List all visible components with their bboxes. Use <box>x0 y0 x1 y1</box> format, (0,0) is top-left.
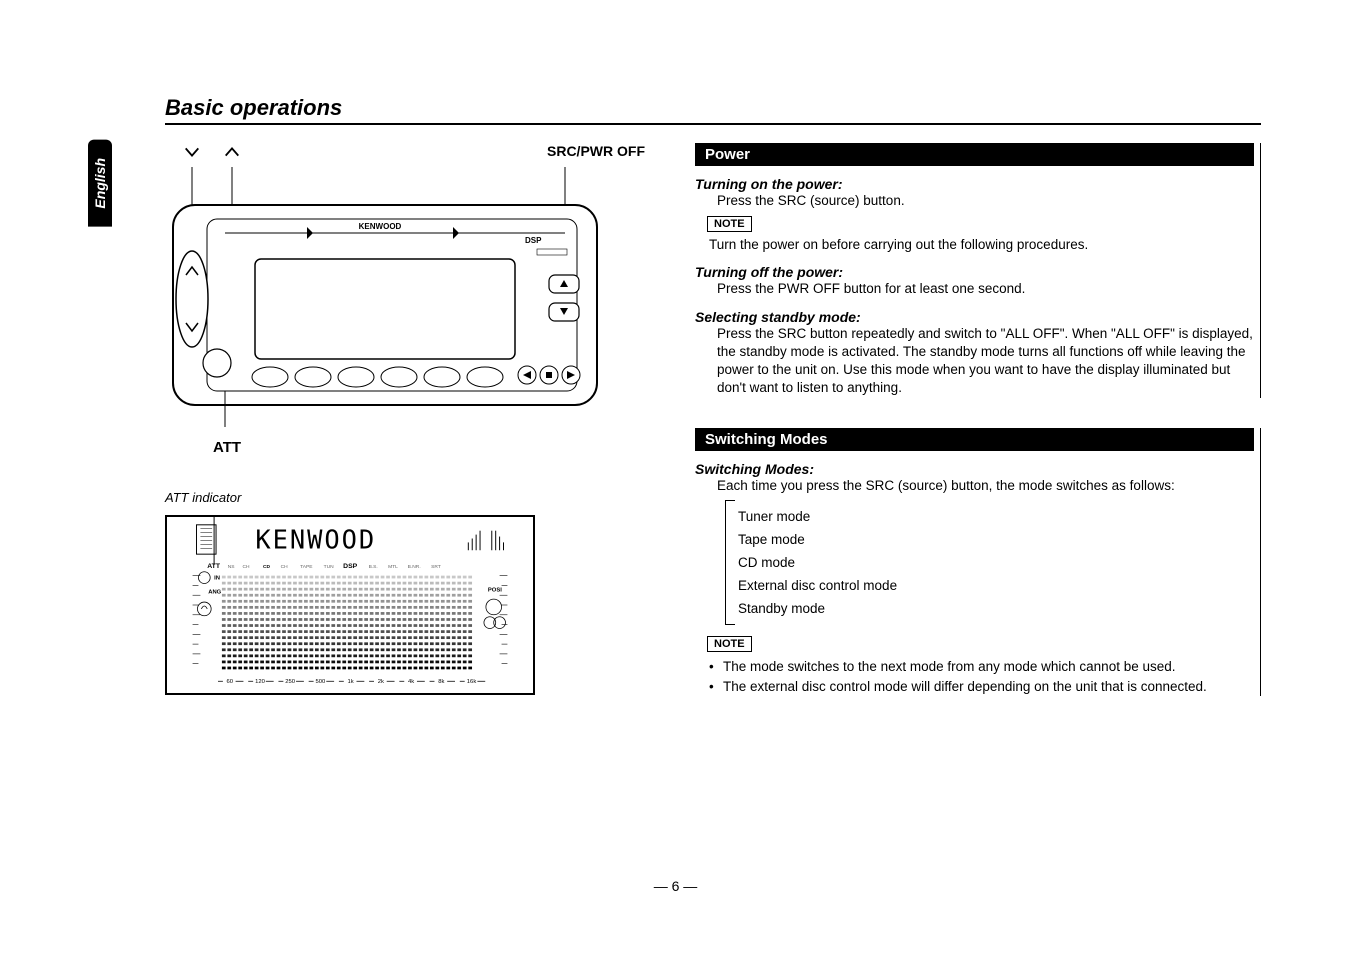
language-tab: English <box>88 140 112 227</box>
mode-item: CD mode <box>726 551 1254 574</box>
svg-text:POSI: POSI <box>488 587 502 593</box>
turning-off-subhead: Turning off the power: <box>695 264 1254 280</box>
note-badge: NOTE <box>707 636 752 652</box>
power-section: Power Turning on the power: Press the SR… <box>695 143 1261 398</box>
mode-cycle-list: Tuner modeTape modeCD modeExternal disc … <box>725 501 1254 624</box>
spectrum-analyzer <box>222 576 472 670</box>
brand-text: KENWOOD <box>359 222 402 231</box>
svg-text:250: 250 <box>285 679 296 685</box>
note-item: The external disc control mode will diff… <box>709 678 1254 696</box>
note-badge: NOTE <box>707 216 752 232</box>
freq-scale: 60 120 250 500 1k 2k 4k 8k 16k <box>218 679 485 685</box>
svg-text:B.NR.: B.NR. <box>408 564 421 570</box>
instructions-column: Power Turning on the power: Press the SR… <box>695 143 1261 726</box>
svg-text:NS: NS <box>228 564 236 570</box>
svg-text:DSP: DSP <box>343 563 357 570</box>
svg-text:4k: 4k <box>408 679 414 685</box>
figures-column: SRC/PWR OFF KENWOOD DSP <box>165 143 655 726</box>
device-figure: SRC/PWR OFF KENWOOD DSP <box>165 143 655 430</box>
svg-text:MTL: MTL <box>388 564 398 570</box>
svg-text:2k: 2k <box>378 679 384 685</box>
standby-subhead: Selecting standby mode: <box>695 309 1254 325</box>
svg-text:CH: CH <box>281 564 289 570</box>
svg-text:60: 60 <box>226 679 233 685</box>
dsp-text: DSP <box>525 236 542 245</box>
svg-text:TUN: TUN <box>324 564 334 570</box>
standby-body: Press the SRC button repeatedly and swit… <box>695 325 1254 398</box>
svg-text:TAPE: TAPE <box>300 564 313 570</box>
svg-text:8k: 8k <box>438 679 444 685</box>
power-note-text: Turn the power on before carrying out th… <box>695 236 1254 254</box>
svg-text:B.S.: B.S. <box>369 564 378 570</box>
switching-heading: Switching Modes <box>695 428 1254 451</box>
mode-item: Tuner mode <box>726 505 1254 528</box>
svg-text:120: 120 <box>255 679 266 685</box>
power-heading: Power <box>695 143 1254 166</box>
up-arrow-icon <box>223 143 241 161</box>
svg-text:SRT: SRT <box>431 564 441 570</box>
switching-body: Each time you press the SRC (source) but… <box>695 477 1254 495</box>
svg-text:500: 500 <box>316 679 327 685</box>
device-illustration: KENWOOD DSP <box>165 167 605 427</box>
switching-section: Switching Modes Switching Modes: Each ti… <box>695 428 1261 697</box>
lcd-illustration: KENWOOD ATT NS CH CD CH TAPE TUN <box>165 515 535 695</box>
down-arrow-icon <box>183 143 201 161</box>
svg-text:IN: IN <box>214 576 220 582</box>
page-number: — 6 — <box>654 878 698 894</box>
switching-subhead: Switching Modes: <box>695 461 1254 477</box>
svg-text:CD: CD <box>263 564 271 570</box>
svg-text:CH: CH <box>242 564 250 570</box>
lcd-brand: KENWOOD <box>255 524 376 554</box>
svg-text:ATT: ATT <box>207 563 221 570</box>
svg-text:16k: 16k <box>467 679 477 685</box>
turning-on-body: Press the SRC (source) button. <box>695 192 1254 210</box>
mode-item: Tape mode <box>726 528 1254 551</box>
turning-off-body: Press the PWR OFF button for at least on… <box>695 280 1254 298</box>
note-item: The mode switches to the next mode from … <box>709 658 1254 676</box>
switching-notes-list: The mode switches to the next mode from … <box>695 658 1254 696</box>
page-title: Basic operations <box>165 95 1261 125</box>
svg-text:1k: 1k <box>348 679 354 685</box>
turning-on-subhead: Turning on the power: <box>695 176 1254 192</box>
lcd-figure: ATT indicator KENWOOD <box>165 490 655 698</box>
mode-item: Standby mode <box>726 597 1254 620</box>
att-label: ATT <box>213 439 241 456</box>
mode-item: External disc control mode <box>726 574 1254 597</box>
att-indicator-label: ATT indicator <box>165 490 655 505</box>
src-pwr-off-label: SRC/PWR OFF <box>547 143 645 159</box>
svg-text:ANG: ANG <box>208 589 221 595</box>
